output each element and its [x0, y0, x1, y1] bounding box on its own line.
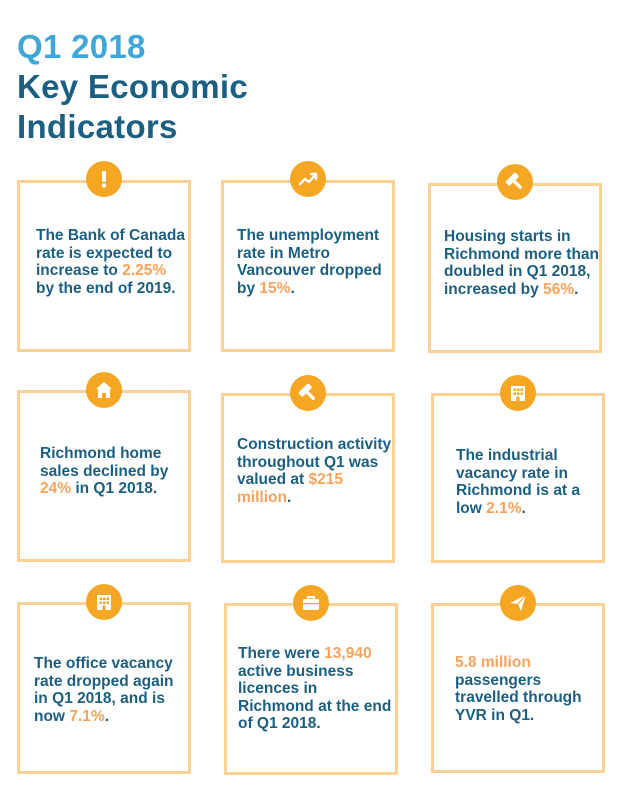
highlight-value: 56% — [543, 280, 575, 298]
indicator-card-home-sales: Richmond home sales declined by 24% in Q… — [17, 390, 191, 562]
highlight-value: $215 million — [237, 471, 343, 506]
indicator-text: Construction activity throughout Q1 was … — [237, 436, 392, 506]
indicator-text-segment: by the end of 2019. — [36, 279, 176, 297]
indicator-text-segment: . — [574, 280, 579, 298]
highlight-value: 5.8 million — [455, 654, 531, 671]
indicator-text-segment: There were — [238, 645, 325, 662]
hammer-icon — [497, 164, 533, 200]
indicator-text-segment: Construction activity throughout Q1 was … — [237, 436, 392, 488]
indicator-text: There were 13,940 active business licenc… — [238, 645, 396, 733]
indicator-text-segment: . — [290, 279, 295, 297]
highlight-value: 13,940 — [324, 645, 372, 662]
indicator-text: Housing starts in Richmond more than dou… — [444, 228, 599, 298]
page-title: Q1 2018 Key Economic Indicators — [17, 27, 248, 147]
indicator-text-segment: . — [104, 707, 109, 725]
exclamation-icon — [86, 161, 122, 197]
indicator-text: The Bank of Canada rate is expected to i… — [36, 227, 186, 297]
house-icon — [86, 372, 122, 408]
indicator-card-unemployment: The unemployment rate in Metro Vancouver… — [221, 180, 395, 352]
indicator-text: 5.8 million passengers travelled through… — [455, 654, 603, 724]
indicator-text: The industrial vacancy rate in Richmond … — [456, 447, 604, 517]
highlight-value: 15% — [259, 279, 291, 297]
indicator-text-segment: The unemployment rate in Metro Vancouver… — [237, 227, 382, 297]
hammer-icon — [290, 375, 326, 411]
indicator-card-office-vacancy: The office vacancy rate dropped again in… — [17, 602, 191, 774]
indicator-text-segment: The Bank of Canada rate is expected to i… — [36, 227, 185, 279]
indicator-text-segment: The office vacancy rate dropped again in… — [34, 655, 174, 725]
indicator-card-yvr-passengers: 5.8 million passengers travelled through… — [431, 603, 605, 773]
building-icon — [500, 375, 536, 411]
indicator-text-segment: passengers travelled through YVR in Q1. — [455, 671, 582, 724]
paper-plane-icon — [500, 585, 536, 621]
trend-up-icon — [290, 161, 326, 197]
indicator-card-business-licences: There were 13,940 active business licenc… — [224, 603, 398, 775]
highlight-value: 7.1% — [69, 707, 105, 725]
indicator-card-bank-rate: The Bank of Canada rate is expected to i… — [17, 180, 191, 352]
briefcase-icon — [293, 585, 329, 621]
indicator-text-segment: Richmond home sales declined by — [40, 445, 169, 480]
indicator-text-segment: in Q1 2018. — [71, 480, 158, 497]
highlight-value: 24% — [40, 480, 72, 497]
indicator-text: The unemployment rate in Metro Vancouver… — [237, 227, 392, 297]
indicator-text-segment: . — [521, 499, 526, 517]
indicator-card-housing-starts: Housing starts in Richmond more than dou… — [428, 183, 602, 353]
indicator-text-segment: . — [286, 488, 292, 506]
building-icon — [86, 584, 122, 620]
indicator-text-segment: The industrial vacancy rate in Richmond … — [456, 447, 581, 517]
title-line-1: Q1 2018 — [17, 28, 146, 65]
title-line-3: Indicators — [17, 108, 178, 145]
highlight-value: 2.1% — [486, 499, 522, 517]
indicator-text: Richmond home sales declined by 24% in Q… — [40, 445, 188, 498]
indicator-card-construction: Construction activity throughout Q1 was … — [221, 393, 395, 563]
title-line-2: Key Economic — [17, 68, 249, 105]
indicator-text: The office vacancy rate dropped again in… — [34, 655, 189, 725]
indicator-text-segment: active business licences in Richmond at … — [238, 662, 392, 733]
highlight-value: 2.25% — [122, 262, 167, 279]
indicator-card-industrial-vacancy: The industrial vacancy rate in Richmond … — [431, 393, 605, 563]
indicator-text-segment: Housing starts in Richmond more than dou… — [444, 228, 600, 298]
